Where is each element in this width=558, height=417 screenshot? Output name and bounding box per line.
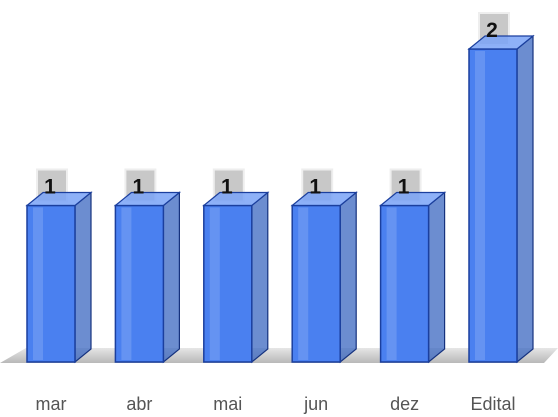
bar-side (516, 34, 534, 364)
x-tick-label: Edital (470, 394, 515, 414)
bar: 1 (25, 168, 93, 364)
data-label: 2 (486, 19, 498, 42)
bar-highlight (475, 51, 485, 360)
bar-side (428, 191, 446, 364)
bar-top (113, 191, 182, 207)
bar-front (203, 204, 253, 363)
x-tick-label: jun (303, 394, 328, 414)
bar-side (251, 191, 269, 364)
bar-front (379, 204, 430, 363)
bar: 1 (378, 168, 447, 364)
bar-top (290, 191, 358, 207)
x-tick-label: dez (390, 394, 419, 414)
bar: 1 (290, 168, 358, 364)
data-label: 1 (221, 176, 233, 199)
bar-front (114, 204, 165, 363)
bar-top (25, 191, 93, 207)
bar-front (26, 204, 76, 363)
bar-highlight (121, 207, 132, 360)
bar-highlight (33, 207, 43, 360)
bar-side (339, 191, 357, 364)
bar-highlight (386, 207, 397, 360)
x-tick-label: mar (36, 394, 67, 414)
bar-top (202, 191, 270, 207)
bar: 1 (202, 168, 270, 364)
x-tick-label: mai (213, 394, 242, 414)
data-label: 1 (44, 176, 56, 199)
data-label: 1 (309, 176, 321, 199)
bar-highlight (209, 207, 220, 360)
bar-front (291, 204, 341, 363)
bar-side (162, 191, 180, 364)
bar-top (467, 35, 535, 50)
bar: 1 (113, 168, 182, 364)
x-tick-label: abr (126, 394, 152, 414)
bar-front (468, 48, 518, 363)
bar-highlight (298, 207, 309, 360)
bars: 1 mar 1 abr 1 mai 1 jun 1 dez 2 Edital (25, 12, 535, 414)
bar-side (74, 191, 92, 364)
data-label: 1 (398, 176, 410, 199)
bar: 2 (467, 12, 535, 364)
data-label: 1 (133, 176, 145, 199)
bar-top (378, 191, 447, 207)
